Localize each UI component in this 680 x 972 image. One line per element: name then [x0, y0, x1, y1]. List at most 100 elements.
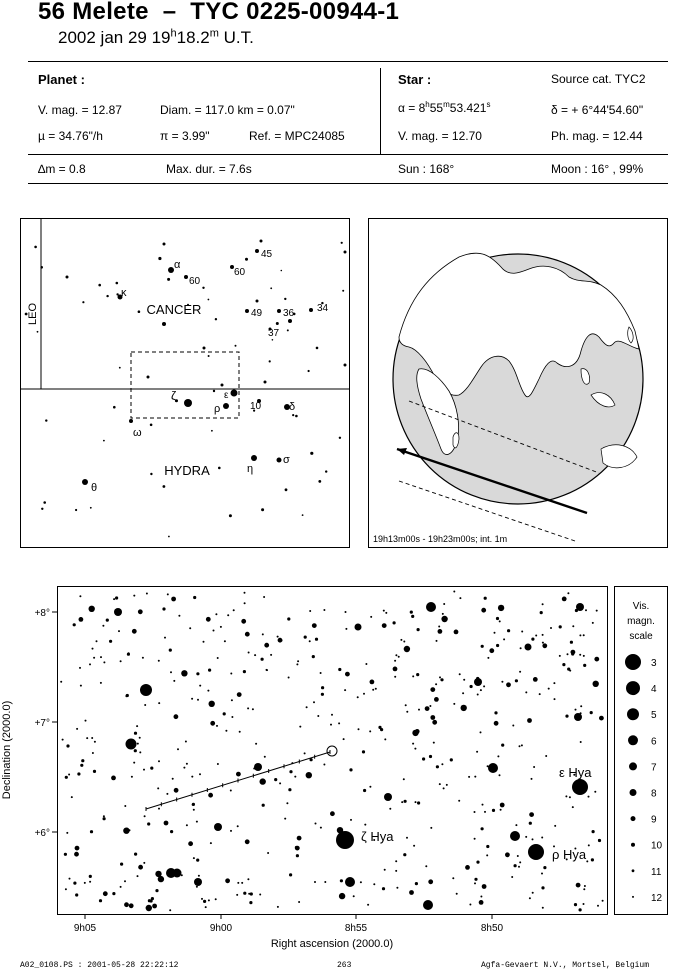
detail-star	[124, 902, 129, 908]
detail-star	[163, 820, 169, 826]
detail-star	[236, 771, 241, 777]
detail-star	[236, 692, 242, 697]
finder-star	[268, 327, 272, 331]
detail-star	[524, 643, 532, 651]
detail-star	[236, 825, 239, 828]
detail-star	[538, 693, 541, 696]
detail-star	[80, 763, 84, 767]
detail-star	[229, 789, 232, 792]
detail-star	[261, 803, 265, 807]
detail-star	[266, 669, 268, 672]
detail-star	[126, 652, 130, 656]
detail-star	[497, 604, 505, 612]
detail-star	[196, 672, 200, 676]
detail-star	[486, 765, 489, 768]
detail-star	[385, 611, 388, 614]
detail-star	[403, 640, 406, 643]
detail-star	[412, 675, 415, 678]
finder-stars	[24, 239, 347, 538]
detail-star	[495, 616, 500, 621]
detail-star	[305, 706, 308, 709]
detail-star	[70, 796, 73, 799]
detail-star	[133, 731, 138, 735]
label-omega: ω	[133, 427, 142, 439]
detail-star	[75, 893, 79, 897]
detail-star	[582, 634, 585, 637]
detail-star	[255, 742, 258, 745]
detail-star	[244, 631, 250, 637]
detail-star	[463, 678, 466, 681]
detail-star	[438, 625, 441, 628]
detail-star	[480, 827, 484, 831]
detail-star	[76, 727, 79, 730]
xtick-8h50: 8h50	[481, 923, 504, 934]
detail-star	[227, 614, 230, 617]
detail-star	[279, 782, 282, 785]
detail-star	[425, 708, 428, 711]
detail-star	[476, 676, 480, 681]
detail-star	[392, 666, 398, 672]
detail-star	[123, 827, 130, 834]
detail-star	[183, 766, 186, 769]
detail-star	[474, 877, 478, 881]
detail-star	[514, 679, 518, 683]
detail-star	[369, 785, 372, 788]
detail-star	[528, 821, 532, 825]
detail-star	[494, 769, 497, 772]
detail-star	[554, 824, 557, 827]
detail-star	[460, 704, 467, 712]
finder-star	[168, 267, 174, 273]
detail-star	[583, 888, 586, 891]
detail-star	[465, 865, 470, 870]
detail-star	[493, 720, 499, 726]
detail-star	[541, 603, 544, 606]
detail-star	[590, 858, 595, 862]
eurasia-landmass	[398, 252, 640, 398]
detail-star	[571, 806, 574, 809]
detail-star	[541, 641, 544, 644]
detail-star	[189, 842, 191, 845]
madagascar	[452, 432, 460, 449]
detail-star	[286, 802, 289, 805]
detail-star	[400, 638, 403, 641]
detail-star	[298, 901, 301, 903]
detail-star	[303, 752, 306, 755]
detail-star	[119, 885, 122, 888]
detail-star	[518, 745, 521, 748]
detail-star	[428, 754, 433, 759]
detail-star	[428, 879, 434, 885]
detail-star	[345, 877, 355, 887]
detail-star	[345, 671, 350, 677]
detail-star	[409, 890, 414, 895]
detail-star	[141, 656, 144, 659]
finder-star	[245, 309, 249, 313]
detail-star	[251, 708, 254, 711]
detail-star	[478, 900, 484, 905]
detail-star	[486, 854, 489, 857]
detail-star	[574, 847, 577, 850]
detail-star	[136, 742, 139, 745]
detail-star	[359, 881, 362, 884]
label-45: 45	[261, 249, 273, 260]
detail-star	[83, 881, 86, 884]
detail-star	[242, 670, 246, 674]
detail-star	[412, 742, 415, 745]
detail-star	[579, 634, 582, 637]
detail-star	[60, 680, 63, 683]
detail-star	[136, 875, 139, 878]
path-limit-south	[398, 480, 576, 542]
detail-star	[515, 824, 518, 827]
detail-star	[216, 763, 219, 765]
detail-star	[469, 903, 472, 906]
detail-star	[469, 684, 473, 689]
detail-star	[287, 676, 290, 679]
detail-star	[591, 830, 595, 834]
detail-star	[553, 845, 555, 848]
finder-star	[275, 322, 279, 325]
detail-star	[172, 868, 182, 878]
detail-star	[314, 881, 316, 883]
detail-star	[497, 755, 500, 758]
planet-label: Planet :	[38, 72, 85, 87]
detail-star	[157, 659, 160, 662]
detail-star	[361, 750, 366, 754]
